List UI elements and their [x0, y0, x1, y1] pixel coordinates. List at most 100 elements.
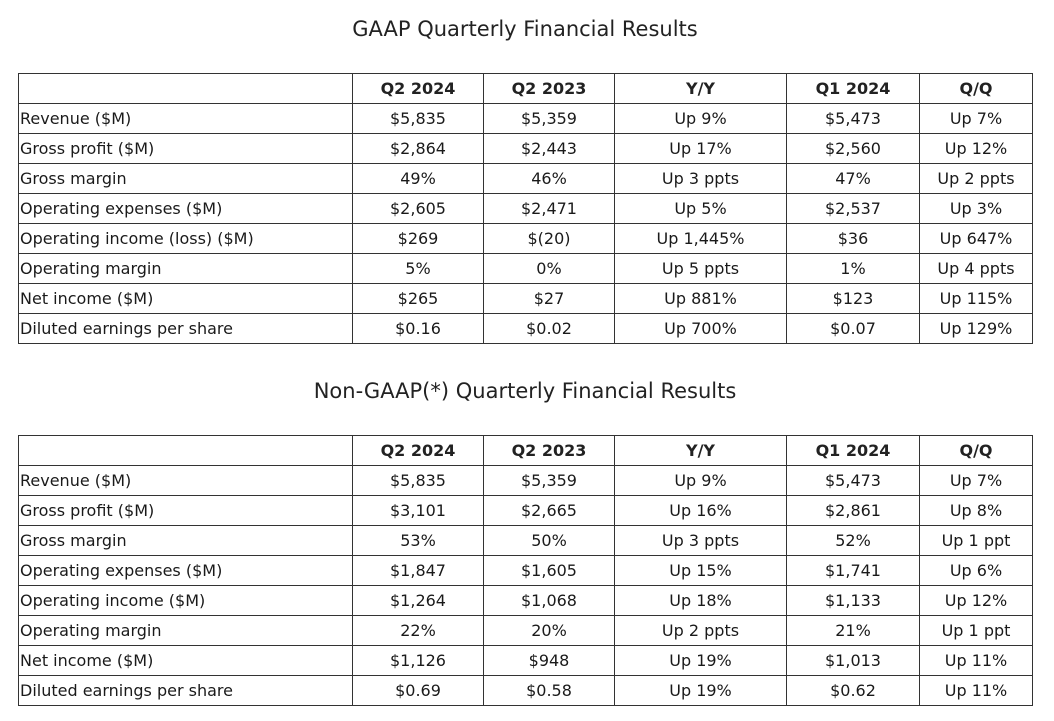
change-yy-cell: Up 19% [614, 675, 787, 706]
gaap-table-body: Revenue ($M) $5,835 $5,359 Up 9% $5,473 Up 7%… [18, 103, 1033, 344]
header-cell-label [18, 435, 353, 466]
change-qq-cell: Up 7% [919, 465, 1033, 496]
change-qq-cell: Up 11% [919, 675, 1033, 706]
change-yy-cell: Up 15% [614, 555, 787, 586]
value-q1-2024-cell: $5,473 [786, 103, 920, 134]
change-yy-cell: Up 5 ppts [614, 253, 787, 284]
value-q2-2024-cell: $1,126 [352, 645, 484, 676]
table-row: Net income ($M) $265 $27 Up 881% $123 Up 115% [18, 283, 1033, 314]
value-q1-2024-cell: $2,560 [786, 133, 920, 164]
gaap-table-header: Q2 2024 Q2 2023 Y/Y Q1 2024 Q/Q [18, 73, 1033, 104]
change-qq-cell: Up 3% [919, 193, 1033, 224]
value-q2-2023-cell: $948 [483, 645, 615, 676]
table-row: Gross margin 49% 46% Up 3 ppts 47% Up 2 ppts [18, 163, 1033, 194]
value-q2-2024-cell: $5,835 [352, 103, 484, 134]
header-row: Q2 2024 Q2 2023 Y/Y Q1 2024 Q/Q [18, 435, 1033, 466]
row-label-cell: Diluted earnings per share [18, 313, 353, 344]
change-qq-cell: Up 129% [919, 313, 1033, 344]
change-qq-cell: Up 6% [919, 555, 1033, 586]
value-q1-2024-cell: $0.62 [786, 675, 920, 706]
table-row: Operating income (loss) ($M) $269 $(20) Up … [18, 223, 1033, 254]
value-q1-2024-cell: 21% [786, 615, 920, 646]
change-qq-cell: Up 12% [919, 133, 1033, 164]
table-row: Revenue ($M) $5,835 $5,359 Up 9% $5,473 Up 7% [18, 465, 1033, 496]
value-q2-2023-cell: $2,471 [483, 193, 615, 224]
change-yy-cell: Up 881% [614, 283, 787, 314]
value-q1-2024-cell: $36 [786, 223, 920, 254]
nongaap-table-header: Q2 2024 Q2 2023 Y/Y Q1 2024 Q/Q [18, 435, 1033, 466]
table-row: Diluted earnings per share $0.16 $0.02 Up 7… [18, 313, 1033, 344]
table-row: Operating margin 22% 20% Up 2 ppts 21% Up 1 p… [18, 615, 1033, 646]
value-q2-2023-cell: 46% [483, 163, 615, 194]
header-row: Q2 2024 Q2 2023 Y/Y Q1 2024 Q/Q [18, 73, 1033, 104]
value-q2-2023-cell: $1,068 [483, 585, 615, 616]
value-q1-2024-cell: $2,861 [786, 495, 920, 526]
change-yy-cell: Up 9% [614, 465, 787, 496]
value-q2-2023-cell: $5,359 [483, 465, 615, 496]
value-q2-2024-cell: $2,605 [352, 193, 484, 224]
row-label-cell: Gross profit ($M) [18, 495, 353, 526]
value-q2-2024-cell: 5% [352, 253, 484, 284]
change-qq-cell: Up 1 ppt [919, 615, 1033, 646]
gaap-table-title: GAAP Quarterly Financial Results [352, 17, 698, 41]
table-row: Operating margin 5% 0% Up 5 ppts 1% Up 4 ppts [18, 253, 1033, 284]
value-q1-2024-cell: 52% [786, 525, 920, 556]
change-yy-cell: Up 5% [614, 193, 787, 224]
value-q2-2023-cell: $1,605 [483, 555, 615, 586]
header-cell-q2-2023: Q2 2023 [483, 73, 615, 104]
table-row: Net income ($M) $1,126 $948 Up 19% $1,013 Up … [18, 645, 1033, 676]
value-q2-2023-cell: 0% [483, 253, 615, 284]
value-q1-2024-cell: 47% [786, 163, 920, 194]
row-label-cell: Operating margin [18, 253, 353, 284]
row-label-cell: Gross profit ($M) [18, 133, 353, 164]
value-q2-2023-cell: $0.02 [483, 313, 615, 344]
header-cell-q1-2024: Q1 2024 [786, 435, 920, 466]
row-label-cell: Revenue ($M) [18, 465, 353, 496]
header-cell-q2-2024: Q2 2024 [352, 73, 484, 104]
row-label-cell: Operating income (loss) ($M) [18, 223, 353, 254]
header-cell-qq: Q/Q [919, 73, 1033, 104]
change-qq-cell: Up 647% [919, 223, 1033, 254]
nongaap-table-title: Non-GAAP(*) Quarterly Financial Results [313, 379, 737, 403]
nongaap-results-table: Q2 2024 Q2 2023 Y/Y Q1 2024 Q/Q Revenue … [18, 435, 1033, 706]
value-q1-2024-cell: $1,741 [786, 555, 920, 586]
table-row: Operating expenses ($M) $2,605 $2,471 Up 5%… [18, 193, 1033, 224]
change-qq-cell: Up 11% [919, 645, 1033, 676]
table-row: Gross margin 53% 50% Up 3 ppts 52% Up 1 ppt [18, 525, 1033, 556]
value-q2-2023-cell: $2,665 [483, 495, 615, 526]
value-q2-2024-cell: $2,864 [352, 133, 484, 164]
row-label-cell: Revenue ($M) [18, 103, 353, 134]
value-q1-2024-cell: $2,537 [786, 193, 920, 224]
value-q2-2023-cell: 20% [483, 615, 615, 646]
table-row: Operating income ($M) $1,264 $1,068 Up 18% $… [18, 585, 1033, 616]
change-yy-cell: Up 700% [614, 313, 787, 344]
table-row: Gross profit ($M) $3,101 $2,665 Up 16% $2,86… [18, 495, 1033, 526]
row-label-cell: Operating income ($M) [18, 585, 353, 616]
value-q2-2024-cell: $269 [352, 223, 484, 254]
value-q2-2023-cell: $(20) [483, 223, 615, 254]
value-q2-2024-cell: 49% [352, 163, 484, 194]
value-q2-2024-cell: $0.69 [352, 675, 484, 706]
value-q2-2024-cell: $5,835 [352, 465, 484, 496]
value-q1-2024-cell: $0.07 [786, 313, 920, 344]
row-label-cell: Operating expenses ($M) [18, 193, 353, 224]
nongaap-table-body: Revenue ($M) $5,835 $5,359 Up 9% $5,473 Up 7%… [18, 465, 1033, 706]
value-q2-2023-cell: $5,359 [483, 103, 615, 134]
header-cell-yy: Y/Y [614, 435, 787, 466]
row-label-cell: Operating margin [18, 615, 353, 646]
table-row: Gross profit ($M) $2,864 $2,443 Up 17% $2,56… [18, 133, 1033, 164]
value-q2-2023-cell: 50% [483, 525, 615, 556]
header-cell-q1-2024: Q1 2024 [786, 73, 920, 104]
change-yy-cell: Up 9% [614, 103, 787, 134]
table-row: Diluted earnings per share $0.69 $0.58 Up 1… [18, 675, 1033, 706]
value-q2-2024-cell: $265 [352, 283, 484, 314]
change-yy-cell: Up 17% [614, 133, 787, 164]
header-cell-q2-2023: Q2 2023 [483, 435, 615, 466]
row-label-cell: Net income ($M) [18, 283, 353, 314]
header-cell-yy: Y/Y [614, 73, 787, 104]
value-q1-2024-cell: $123 [786, 283, 920, 314]
value-q2-2024-cell: $0.16 [352, 313, 484, 344]
change-qq-cell: Up 1 ppt [919, 525, 1033, 556]
change-yy-cell: Up 3 ppts [614, 163, 787, 194]
gaap-results-table: Q2 2024 Q2 2023 Y/Y Q1 2024 Q/Q Revenue … [18, 73, 1033, 344]
